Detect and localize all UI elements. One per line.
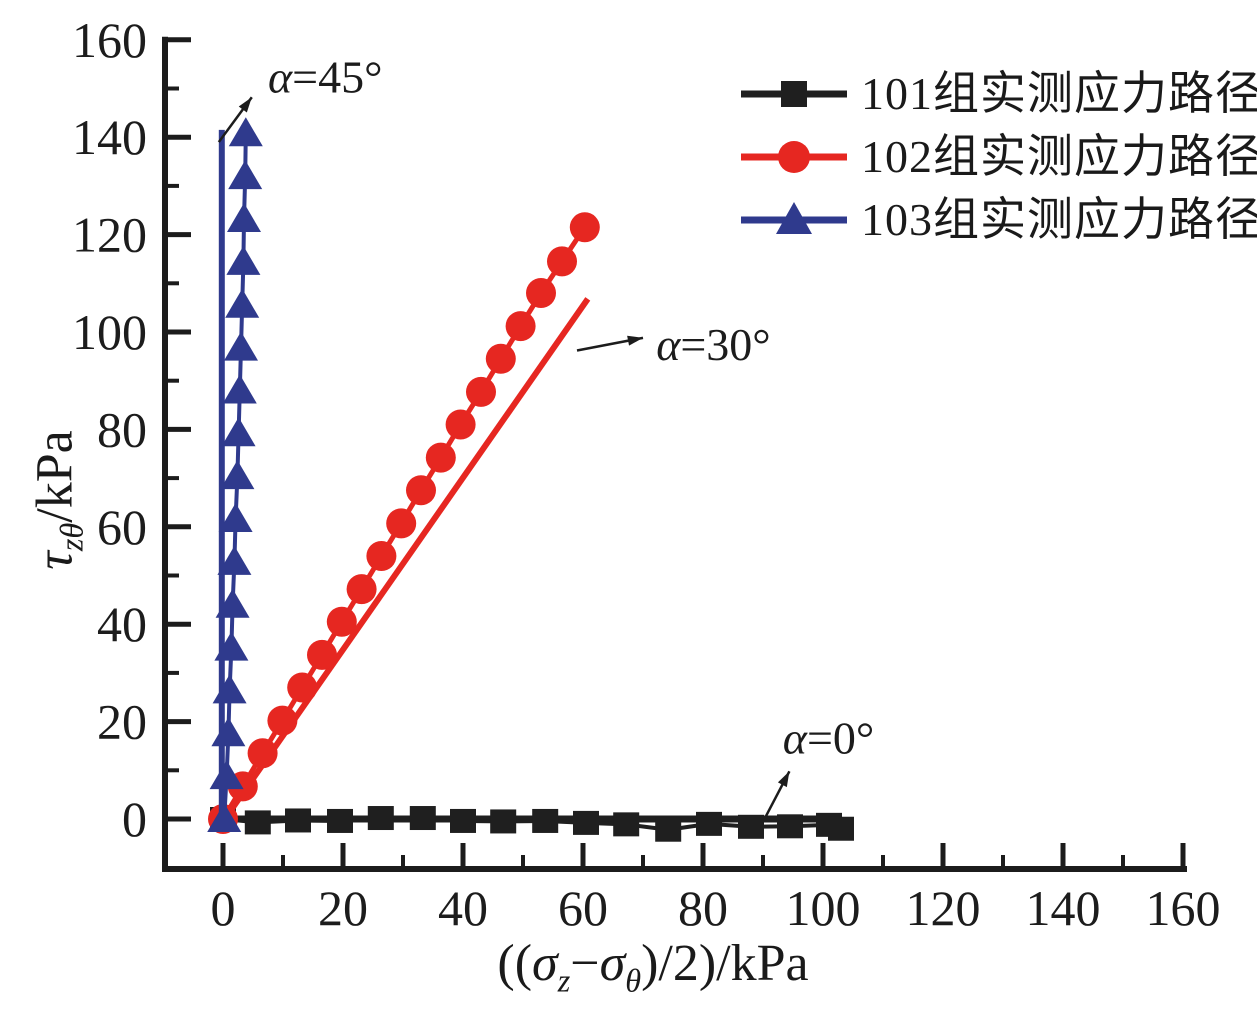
x-axis-label: ((σz−σθ)/2)/kPa (497, 935, 809, 999)
marker-triangle (221, 417, 256, 447)
marker-circle (366, 541, 397, 572)
marker-triangle (217, 545, 252, 575)
marker-square (573, 810, 599, 835)
marker-circle (386, 508, 417, 539)
marker-triangle (224, 331, 258, 361)
marker-triangle (227, 203, 261, 233)
annotation-arrowhead (777, 771, 790, 788)
legend: 101组实测应力路径 102组实测应力路径 103组实测应力路径 (735, 62, 1257, 251)
legend-item-103: 103组实测应力路径 (735, 188, 1257, 251)
legend-label-102: 102组实测应力路径 (861, 130, 1257, 182)
x-tick-label: 140 (1026, 880, 1101, 936)
marker-circle (526, 278, 556, 309)
marker-square (450, 808, 476, 833)
legend-marker-circle (741, 140, 847, 173)
marker-square (613, 812, 640, 837)
marker-triangle (226, 245, 261, 275)
marker-triangle (211, 717, 246, 747)
marker-circle (287, 672, 318, 703)
marker-square (490, 809, 517, 834)
legend-marker-square (741, 80, 847, 107)
marker-circle (569, 212, 600, 243)
marker-triangle (225, 288, 260, 318)
marker-square (696, 811, 722, 836)
marker-circle (267, 705, 298, 736)
y-tick-label: 140 (72, 109, 147, 165)
marker-triangle (220, 460, 255, 490)
marker-square (777, 814, 803, 839)
x-tick-label: 20 (318, 880, 368, 936)
y-tick-label: 160 (72, 12, 147, 68)
marker-triangle (212, 674, 247, 704)
x-tick-label: 0 (211, 880, 236, 936)
marker-square (532, 808, 559, 833)
marker-circle (406, 475, 436, 506)
marker-circle (326, 606, 357, 637)
annotation-arrowhead (238, 97, 252, 113)
legend-item-101: 101组实测应力路径 (735, 62, 1257, 125)
marker-circle (547, 246, 577, 277)
marker-square (327, 808, 353, 833)
marker-square (367, 806, 394, 831)
marker-circle (466, 376, 496, 407)
x-tick-label: 120 (906, 880, 981, 936)
marker-triangle (218, 503, 253, 533)
marker-triangle (228, 117, 263, 147)
annotation-text: α=30° (656, 319, 771, 370)
legend-label-101: 101组实测应力路径 (861, 67, 1257, 119)
marker-triangle (228, 160, 263, 190)
marker-circle (505, 311, 536, 342)
marker-triangle (207, 803, 242, 832)
y-tick-label: 0 (122, 791, 147, 847)
x-tick-label: 100 (786, 880, 861, 936)
marker-circle (425, 442, 456, 473)
y-tick-label: 40 (97, 596, 147, 652)
marker-triangle (222, 374, 257, 404)
marker-square (244, 810, 271, 835)
marker-circle (247, 738, 278, 769)
annotation-text: α=0° (783, 712, 875, 763)
y-tick-label: 120 (72, 207, 147, 263)
legend-marker-triangle (741, 201, 847, 234)
x-tick-label: 160 (1146, 880, 1221, 936)
y-axis-label: τzθ/kPa (26, 430, 90, 570)
x-tick-label: 60 (558, 880, 608, 936)
y-tick-label: 60 (97, 499, 147, 555)
marker-square (738, 814, 764, 839)
legend-item-102: 102组实测应力路径 (735, 125, 1257, 188)
y-tick-label: 100 (72, 304, 147, 360)
marker-square (285, 808, 311, 833)
theoretical-line-circle (222, 297, 591, 821)
marker-circle (485, 343, 516, 374)
marker-triangle (215, 588, 250, 618)
annotation-arrowhead (627, 335, 643, 346)
marker-circle (346, 574, 377, 605)
legend-label-103: 103组实测应力路径 (861, 193, 1257, 245)
y-tick-label: 20 (97, 694, 147, 750)
y-tick-label: 80 (97, 401, 147, 457)
x-tick-label: 80 (678, 880, 728, 936)
marker-square (409, 806, 436, 831)
marker-circle (307, 639, 337, 670)
marker-square (655, 817, 682, 842)
marker-triangle (214, 631, 249, 661)
marker-square (828, 816, 854, 841)
marker-circle (445, 409, 476, 440)
x-tick-label: 40 (438, 880, 488, 936)
annotation-text: α=45° (268, 51, 383, 102)
marker-triangle (209, 760, 244, 790)
